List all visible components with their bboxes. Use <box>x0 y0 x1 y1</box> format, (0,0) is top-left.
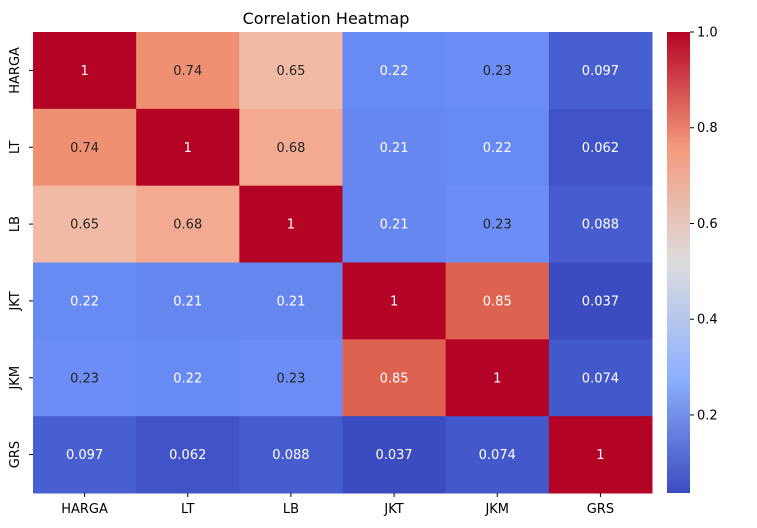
cell-value-label: 1 <box>80 64 88 79</box>
heatmap-cell <box>33 32 137 110</box>
cell-value-label: 1 <box>390 294 398 309</box>
heatmap-cell <box>342 32 447 110</box>
heatmap-cell <box>342 416 447 494</box>
x-tick-label: JKM <box>484 502 509 517</box>
heatmap-cell <box>548 185 653 263</box>
y-tick-label: HARGA <box>8 47 23 94</box>
x-tick-label: GRS <box>587 502 614 517</box>
y-tick-label: GRS <box>8 441 23 468</box>
cell-value-label: 0.68 <box>276 141 305 156</box>
cell-value-label: 0.68 <box>173 218 202 233</box>
y-tick-label: JKM <box>8 366 23 391</box>
cell-value-label: 0.74 <box>173 64 202 79</box>
y-tick-label: LB <box>8 216 23 232</box>
cell-value-label: 0.088 <box>582 218 619 233</box>
cell-value-label: 1 <box>596 448 604 463</box>
x-tick-label: HARGA <box>61 502 108 517</box>
heatmap-cell <box>136 339 240 417</box>
x-tick-label: LT <box>181 502 194 517</box>
cell-value-label: 0.23 <box>483 64 512 79</box>
cell-value-label: 0.85 <box>380 371 409 386</box>
cell-value-label: 0.037 <box>375 448 412 463</box>
cell-value-label: 1 <box>493 371 501 386</box>
cell-value-label: 0.21 <box>380 218 409 233</box>
cell-value-label: 0.037 <box>582 294 619 309</box>
cell-value-label: 0.062 <box>582 141 619 156</box>
chart-title: Correlation Heatmap <box>243 9 410 28</box>
heatmap-cell <box>445 32 550 110</box>
colorbar-tick-label: 1.0 <box>697 26 718 41</box>
heatmap-cell <box>239 416 343 494</box>
cell-value-label: 0.074 <box>479 448 516 463</box>
heatmap-cell <box>548 108 653 187</box>
y-tick-label: LT <box>8 141 23 154</box>
x-tick-label: JKT <box>383 502 403 517</box>
heatmap-cell <box>445 262 550 340</box>
heatmap-cell <box>445 339 550 417</box>
colorbar-tick-label: 0.8 <box>697 121 718 136</box>
heatmap-cell <box>548 339 653 417</box>
heatmap-cell <box>548 32 653 110</box>
cell-value-label: 0.85 <box>483 294 512 309</box>
cell-value-label: 0.062 <box>169 448 206 463</box>
cell-value-label: 0.074 <box>582 371 619 386</box>
colorbar-tick-label: 0.2 <box>697 408 718 423</box>
cell-value-label: 0.23 <box>483 218 512 233</box>
cell-value-label: 0.21 <box>380 141 409 156</box>
heatmap-cell <box>342 108 447 187</box>
cell-value-label: 0.21 <box>276 294 305 309</box>
cell-value-label: 0.23 <box>276 371 305 386</box>
colorbar-gradient <box>667 32 690 493</box>
heatmap-cell <box>548 262 653 340</box>
heatmap-cell <box>33 262 137 340</box>
heatmap-cell <box>342 262 447 340</box>
heatmap-cell <box>342 339 447 417</box>
heatmap-cell <box>136 416 240 494</box>
colorbar-tick-label: 0.6 <box>697 217 718 232</box>
x-axis: HARGA LT LB JKT JKM GRS <box>61 493 614 517</box>
y-axis: HARGA LT LB JKT JKM GRS <box>8 47 33 468</box>
heatmap-cell <box>136 32 240 110</box>
heatmap-cell <box>548 416 653 494</box>
heatmap-cell <box>342 185 447 263</box>
heatmap-cell <box>445 185 550 263</box>
heatmap-cell <box>33 416 137 494</box>
cell-value-label: 0.22 <box>173 371 202 386</box>
cell-value-label: 0.65 <box>70 218 99 233</box>
heatmap-cell <box>136 108 240 187</box>
cell-value-label: 0.22 <box>483 141 512 156</box>
cell-value-label: 1 <box>184 141 192 156</box>
cell-value-label: 0.22 <box>70 294 99 309</box>
y-tick-label: JKT <box>8 291 23 311</box>
heatmap-cell <box>239 339 343 417</box>
heatmap-cell <box>445 416 550 494</box>
cell-value-label: 0.097 <box>66 448 103 463</box>
heatmap-cell <box>33 185 137 263</box>
heatmap-cell <box>136 262 240 340</box>
colorbar: 0.2 0.4 0.6 0.8 1.0 <box>667 26 718 493</box>
x-tick-label: LB <box>283 502 299 517</box>
heatmap-cell <box>33 339 137 417</box>
heatmap-cell <box>239 32 343 110</box>
cell-value-label: 0.22 <box>380 64 409 79</box>
cell-value-label: 0.21 <box>173 294 202 309</box>
heatmap-cells: 1 0.74 0.65 0.22 0.23 0.097 0.74 1 0.68 0.21 0.22 0… <box>33 32 653 494</box>
cell-value-label: 1 <box>287 218 295 233</box>
cell-value-label: 0.23 <box>70 371 99 386</box>
cell-value-label: 0.088 <box>272 448 309 463</box>
cell-value-label: 0.097 <box>582 64 619 79</box>
heatmap-cell <box>136 185 240 263</box>
cell-value-label: 0.65 <box>276 64 305 79</box>
heatmap-cell <box>33 108 137 187</box>
heatmap-cell <box>239 262 343 340</box>
heatmap-cell <box>239 185 343 263</box>
heatmap-cell <box>239 108 343 187</box>
colorbar-tick-label: 0.4 <box>697 313 718 328</box>
cell-value-label: 0.74 <box>70 141 99 156</box>
heatmap-cell <box>445 108 550 187</box>
